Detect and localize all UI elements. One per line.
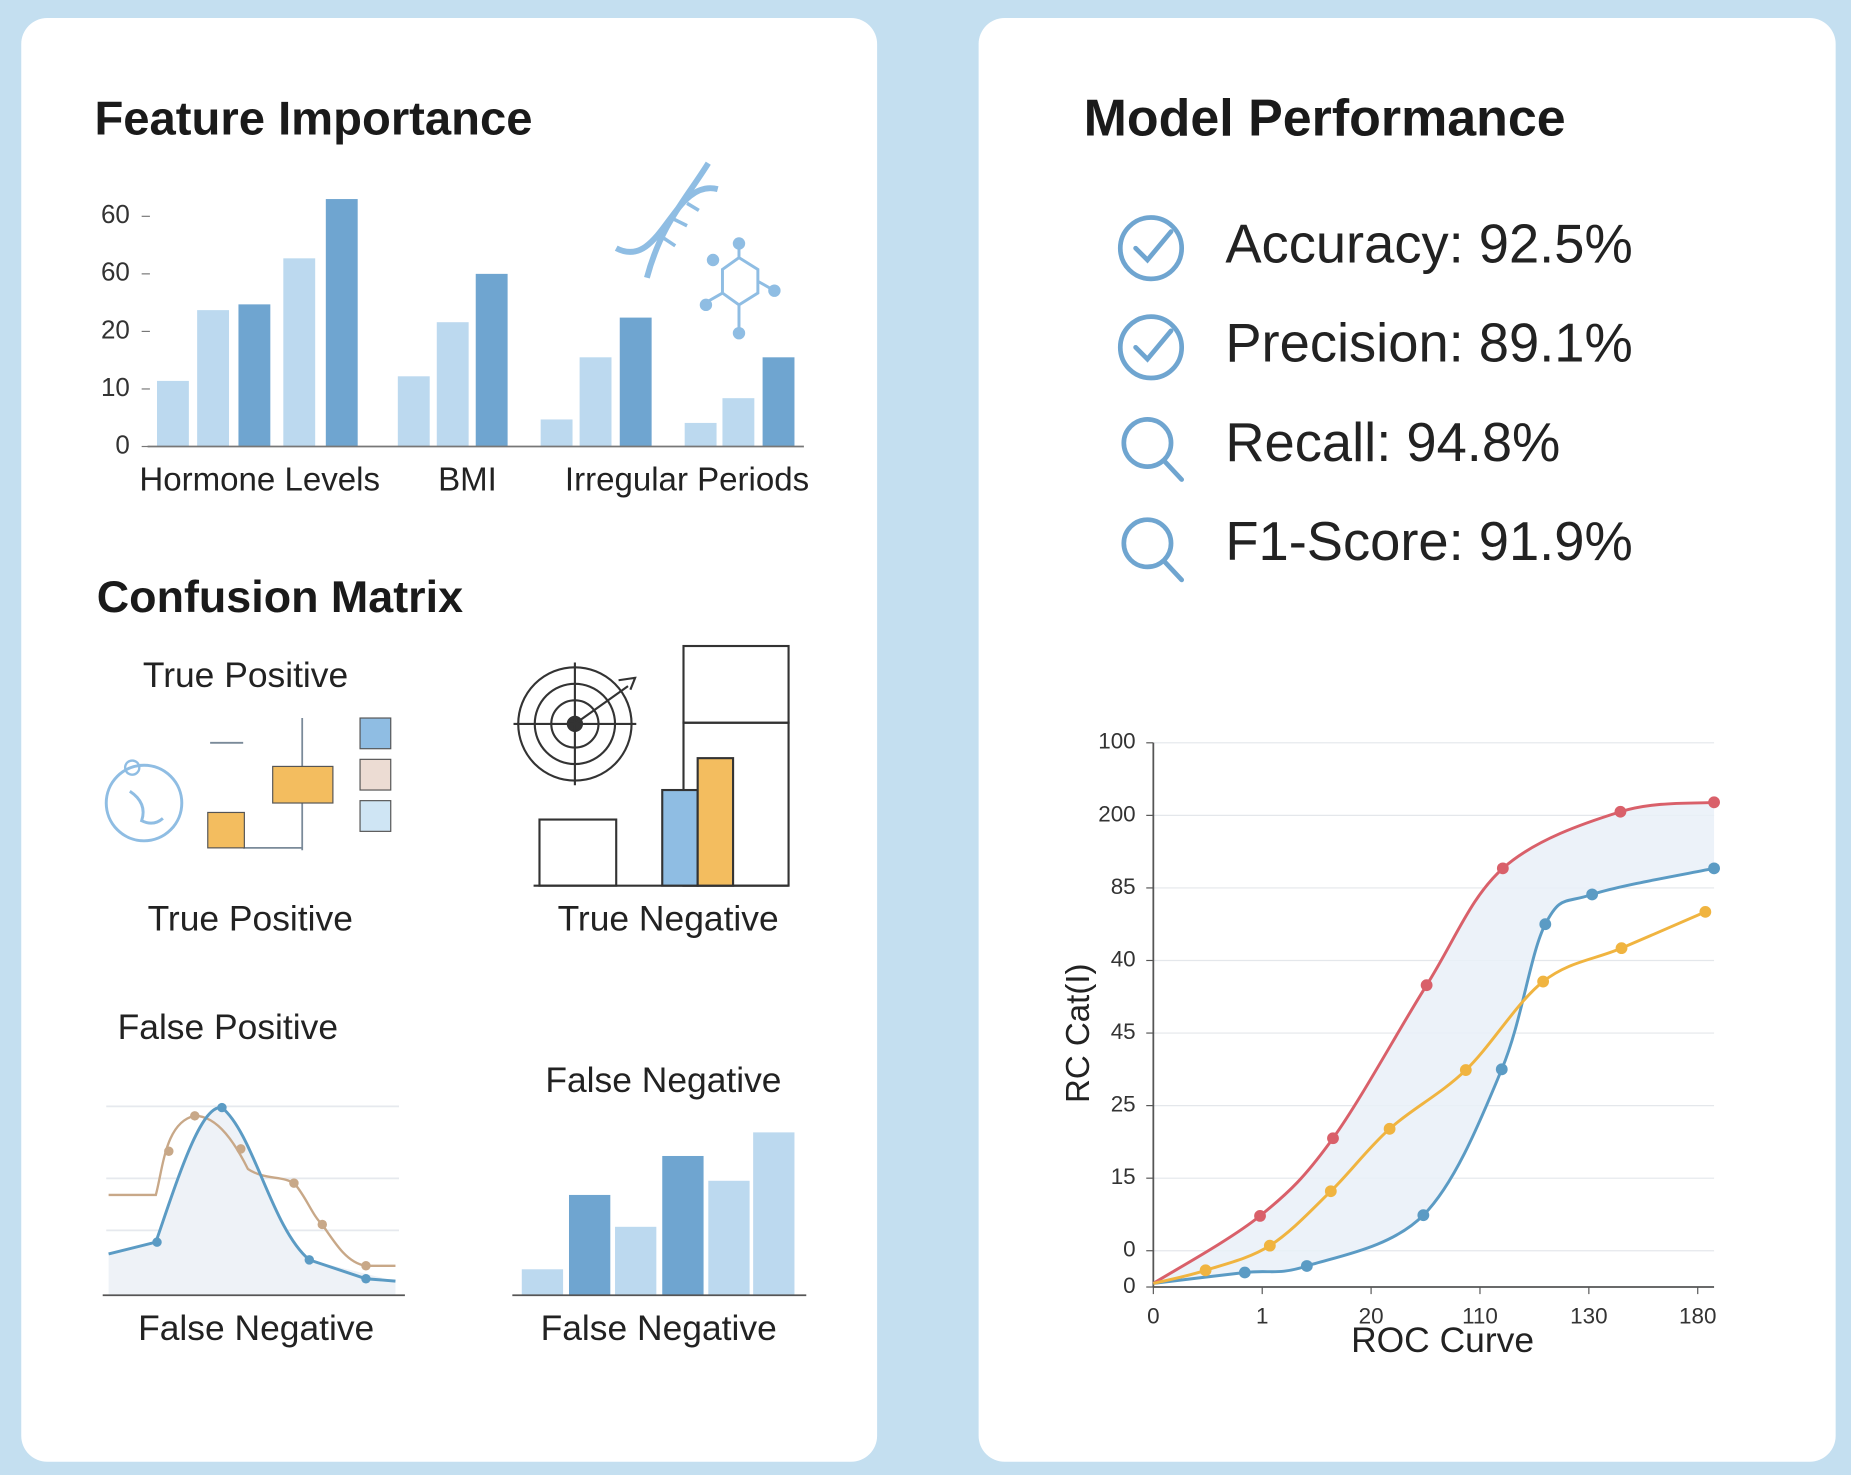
- bar: [579, 357, 612, 447]
- point: [1238, 1266, 1251, 1279]
- bar: [157, 380, 189, 447]
- y-tick-label: 85: [1111, 874, 1136, 899]
- metric: Recall: 94.8%: [1225, 412, 1560, 473]
- point: [1459, 1064, 1472, 1076]
- bar: [283, 258, 316, 447]
- bar: [475, 273, 508, 447]
- y-tick-label: 25: [1111, 1092, 1136, 1117]
- molecule-icon: [699, 237, 781, 340]
- point: [1495, 1063, 1508, 1076]
- point: [1537, 975, 1550, 988]
- cell-label: True Negative: [558, 898, 779, 938]
- cell-tp-art: [104, 717, 392, 851]
- line: [1152, 910, 1706, 1285]
- bar: [540, 419, 573, 447]
- cell-fn-art: [512, 1132, 807, 1297]
- y-tick-label: 15: [1111, 1164, 1136, 1189]
- cell-label: True Positive: [143, 655, 348, 695]
- point: [1300, 1260, 1313, 1272]
- point: [1199, 1264, 1212, 1277]
- left-panel: [21, 17, 878, 1462]
- x-tick-label: 20: [1359, 1304, 1384, 1329]
- feature-title: Feature Importance: [94, 92, 532, 145]
- point: [1614, 805, 1627, 818]
- x-tick-label: 1: [1256, 1304, 1268, 1329]
- bar: [619, 317, 652, 447]
- x-tick-label: 130: [1570, 1304, 1607, 1329]
- point: [1708, 796, 1720, 809]
- point: [1420, 979, 1433, 992]
- bar: [238, 304, 271, 447]
- group-label: BMI: [438, 462, 497, 499]
- bar: [684, 422, 717, 447]
- y-tick-label: 0: [1123, 1273, 1135, 1298]
- bar: [197, 310, 230, 447]
- cell-label: False Negative: [138, 1308, 374, 1348]
- metric-icons: [1117, 215, 1185, 583]
- x-tick-label: 180: [1679, 1304, 1716, 1329]
- cell-label: True Positive: [148, 898, 353, 938]
- dna-icon: [614, 161, 719, 279]
- metric: Precision: 89.1%: [1225, 313, 1632, 374]
- y-tick-label: 0: [115, 429, 129, 459]
- y-tick-label: 60: [101, 199, 130, 229]
- point: [1324, 1185, 1337, 1198]
- performance-title: Model Performance: [1084, 90, 1566, 148]
- cell-tn-art: [513, 644, 790, 887]
- bar: [397, 376, 430, 447]
- bar: [762, 357, 795, 447]
- point: [1699, 905, 1712, 918]
- cell-label: False Negative: [541, 1308, 777, 1348]
- y-tick-label: 10: [101, 372, 130, 402]
- group-label: Irregular Periods: [565, 462, 809, 499]
- point: [1708, 862, 1720, 875]
- point: [1539, 918, 1552, 931]
- y-axis-label: RC Cat(I): [1060, 963, 1097, 1103]
- metric: Accuracy: 92.5%: [1225, 214, 1632, 275]
- group-label: Hormone Levels: [139, 462, 380, 499]
- bar: [325, 199, 358, 447]
- x-axis-label: ROC Curve: [1351, 1320, 1534, 1360]
- cell-label: False Negative: [545, 1060, 781, 1100]
- metric: F1-Score: 91.9%: [1225, 511, 1632, 572]
- band: [1153, 802, 1715, 1284]
- point: [1496, 862, 1509, 875]
- y-tick-label: 20: [101, 314, 130, 344]
- y-tick-label: 60: [101, 257, 130, 287]
- point: [1327, 1132, 1339, 1145]
- point: [1586, 888, 1599, 901]
- cell-fp-art: [102, 1102, 405, 1297]
- y-tick-label: 100: [1098, 729, 1135, 754]
- x-tick-label: 0: [1147, 1304, 1159, 1329]
- bar: [436, 322, 469, 447]
- point: [1254, 1210, 1266, 1222]
- point: [1383, 1122, 1396, 1135]
- x-tick-label: 110: [1462, 1304, 1498, 1329]
- point: [1417, 1209, 1430, 1222]
- y-tick-label: 45: [1111, 1019, 1136, 1044]
- point: [1263, 1239, 1276, 1252]
- y-tick-label: 200: [1098, 801, 1135, 826]
- confusion-title: Confusion Matrix: [97, 571, 463, 622]
- y-tick-label: 40: [1111, 946, 1136, 971]
- y-tick-label: 0: [1123, 1237, 1135, 1262]
- point: [1615, 942, 1628, 955]
- bar: [722, 398, 755, 447]
- cell-label: False Positive: [118, 1007, 338, 1047]
- right-panel: [978, 17, 1836, 1462]
